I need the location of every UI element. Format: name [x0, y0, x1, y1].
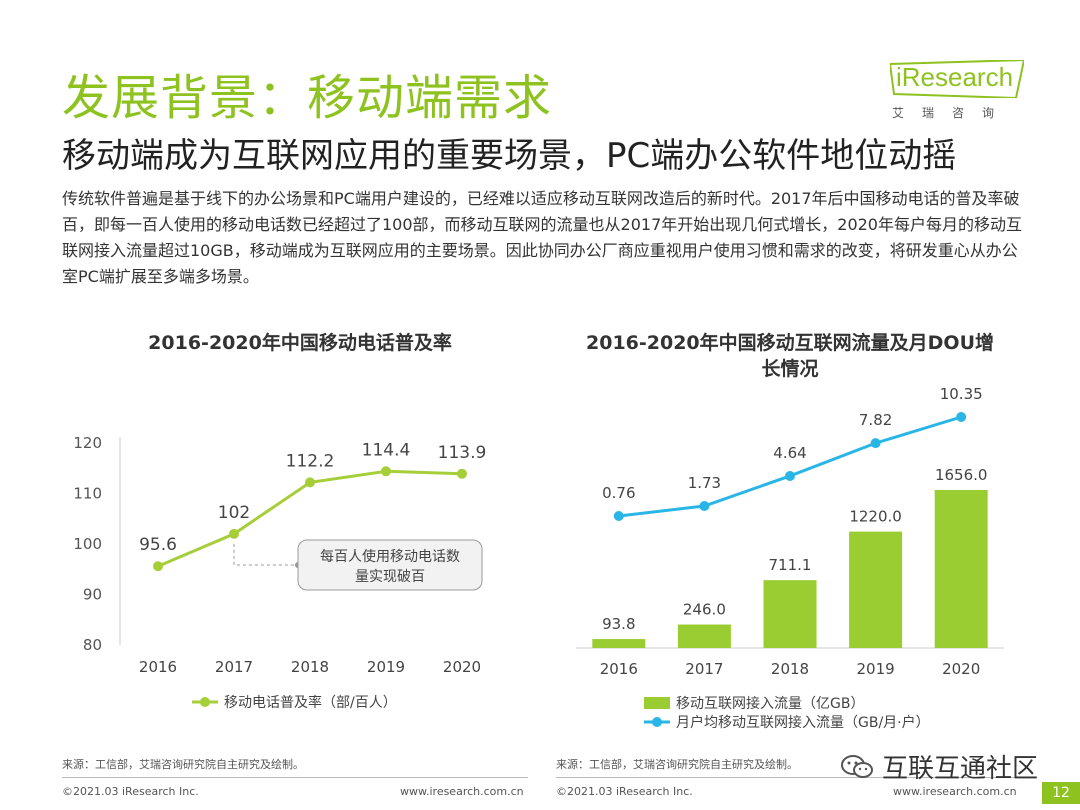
dou-data-label: 10.35 — [940, 385, 983, 403]
wechat-watermark: 互联互通社区 — [840, 748, 1038, 785]
x-tick-label: 2019 — [857, 660, 895, 678]
legend-line-label: 月户均移动互联网接入流量（GB/月·户） — [676, 714, 930, 731]
penetration-point — [305, 477, 315, 488]
traffic-bar-label: 1220.0 — [849, 508, 902, 526]
y-tick-label: 90 — [83, 586, 102, 604]
dou-data-label: 7.82 — [859, 411, 892, 429]
traffic-bar — [677, 624, 731, 648]
dou-data-label: 4.64 — [773, 444, 806, 462]
iresearch-logo: iResearch 艾瑞咨询 — [890, 58, 1030, 128]
chart1-title: 2016-2020年中国移动电话普及率 — [148, 332, 452, 354]
wechat-icon — [841, 754, 873, 778]
legend-bar-swatch — [644, 697, 670, 709]
penetration-data-label: 113.9 — [438, 443, 487, 463]
source-note-right: 来源：工信部，艾瑞咨询研究院自主研究及绘制。 — [556, 758, 798, 771]
dou-point — [613, 511, 624, 521]
x-tick-label: 2017 — [215, 658, 253, 676]
url-left: www.iresearch.com.cn — [400, 785, 524, 798]
legend-point-swatch — [200, 697, 210, 707]
y-tick-label: 120 — [73, 434, 102, 452]
copyright-left: ©2021.03 iResearch Inc. — [62, 785, 199, 798]
traffic-bar — [763, 580, 817, 648]
dou-point — [699, 500, 710, 511]
legend-label: 移动电话普及率（部/百人） — [224, 694, 397, 711]
y-tick-label: 80 — [83, 636, 102, 654]
penetration-data-label: 102 — [218, 503, 250, 523]
logo-main-text: iResearch — [896, 62, 1014, 92]
footer-divider-right — [556, 777, 1036, 778]
chart2-mobile-traffic: 2016 2017 2018 2019 2020 93.8 246.0 711.1 1220.0… — [576, 385, 1004, 731]
page-subtitle: 移动端成为互联网应用的重要场景，PC端办公软件地位动摇 — [62, 136, 957, 176]
legend-line-point — [652, 717, 662, 727]
intro-paragraph: 传统软件普遍是基于线下的办公场景和PC端用户建设的，已经难以适应移动互联网改造后… — [62, 189, 1022, 286]
traffic-bar — [592, 639, 646, 648]
logo-banner-shape — [890, 60, 1024, 98]
x-tick-label: 2016 — [139, 658, 177, 676]
penetration-point — [153, 561, 163, 572]
dou-point — [956, 412, 967, 422]
dou-line — [618, 415, 962, 518]
penetration-point — [381, 466, 391, 477]
traffic-bar — [849, 531, 903, 648]
y-tick-label: 110 — [73, 485, 102, 503]
traffic-bar-label: 246.0 — [683, 601, 726, 619]
dou-data-label: 1.73 — [688, 474, 721, 492]
source-note-left: 来源：工信部，艾瑞咨询研究院自主研究及绘制。 — [62, 758, 304, 771]
penetration-data-label: 114.4 — [362, 440, 411, 460]
page-title: 发展背景：移动端需求 — [62, 70, 553, 126]
wechat-account-name: 互联互通社区 — [882, 754, 1039, 784]
logo-sub-text: 艾瑞咨询 — [892, 106, 1013, 120]
penetration-data-label: 95.6 — [139, 535, 177, 555]
footer-divider-left — [62, 777, 528, 778]
copyright-right: ©2021.03 iResearch Inc. — [556, 785, 693, 798]
dou-point — [785, 470, 795, 481]
x-tick-label: 2020 — [942, 660, 980, 678]
penetration-point — [457, 468, 467, 479]
annotation-box — [297, 539, 483, 591]
penetration-point — [229, 528, 239, 539]
legend-bar-label: 移动互联网接入流量（亿GB） — [676, 695, 864, 712]
x-tick-label: 2018 — [771, 660, 809, 678]
x-tick-label: 2016 — [600, 660, 638, 678]
traffic-bar-label: 711.1 — [769, 556, 812, 574]
dou-data-label: 0.76 — [602, 484, 635, 502]
url-right: www.iresearch.com.cn — [893, 785, 1017, 798]
chart2-title: 2016-2020年中国移动互联网流量及月DOU增长情况 — [586, 332, 994, 380]
annotation-text-line2: 量实现破百 — [355, 569, 425, 585]
x-tick-label: 2018 — [291, 658, 329, 676]
x-tick-label: 2020 — [443, 658, 481, 676]
traffic-bar-label: 1656.0 — [935, 466, 988, 484]
y-tick-label: 100 — [73, 535, 102, 553]
x-tick-label: 2019 — [367, 658, 405, 676]
penetration-data-label: 112.2 — [286, 451, 335, 471]
annotation-text-line1: 每百人使用移动电话数 — [320, 548, 460, 565]
chart1-mobile-penetration: 80 90 100 110 120 2016 2017 2018 2019 2020 95.6 102… — [73, 434, 487, 711]
traffic-bar — [934, 490, 988, 648]
x-tick-label: 2017 — [685, 660, 723, 678]
dou-point — [870, 438, 881, 449]
traffic-bar-label: 93.8 — [602, 615, 635, 633]
page-number: 12 — [1042, 782, 1080, 804]
annotation-leader-line — [233, 543, 298, 566]
